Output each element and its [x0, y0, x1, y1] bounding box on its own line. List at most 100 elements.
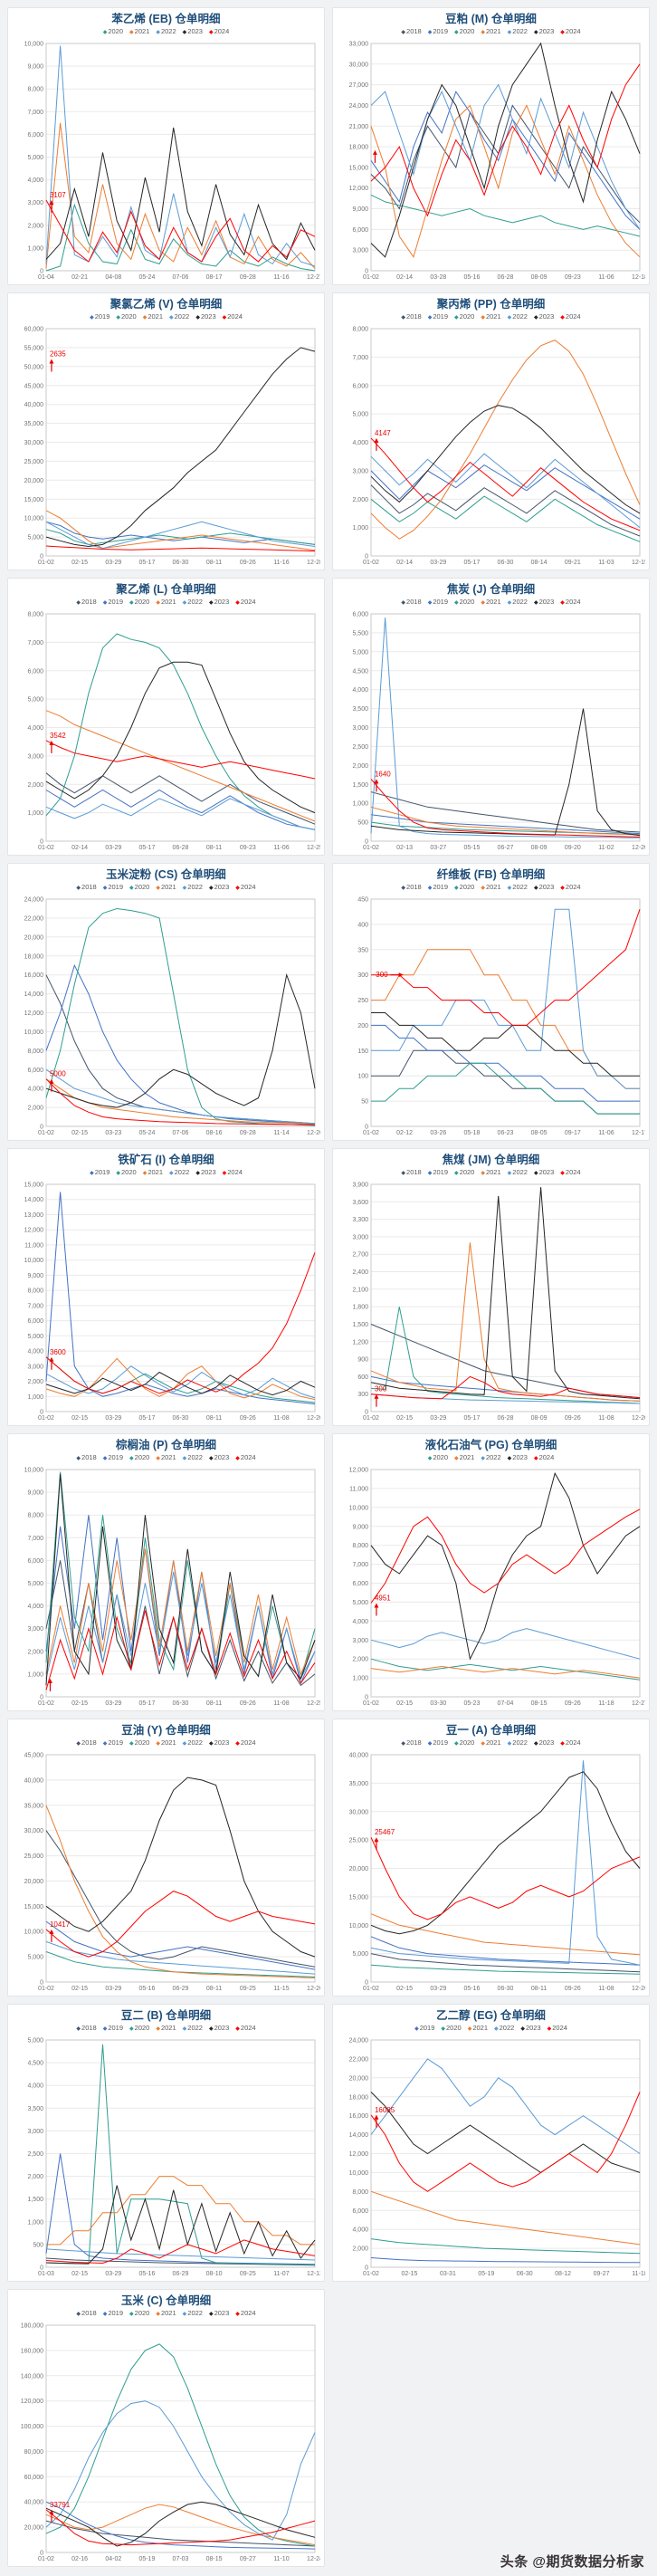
legend-marker-icon: ◆: [401, 1741, 406, 1747]
svg-text:09-28: 09-28: [240, 274, 256, 281]
svg-text:09-26: 09-26: [565, 1986, 581, 1992]
legend-marker-icon: ◆: [507, 315, 512, 321]
svg-text:15,000: 15,000: [349, 1894, 369, 1901]
legend-item: ◆2019: [427, 1168, 449, 1176]
legend-marker-icon: ◆: [129, 886, 134, 891]
svg-text:08-09: 08-09: [531, 274, 548, 281]
svg-text:06-28: 06-28: [173, 845, 189, 851]
legend-marker-icon: ◆: [90, 315, 94, 321]
svg-text:12-20: 12-20: [632, 1415, 645, 1422]
legend-item: ◆2022: [507, 883, 528, 891]
svg-text:2,500: 2,500: [27, 2151, 43, 2158]
legend-marker-icon: ◆: [401, 600, 406, 606]
chart-title: 豆油 (Y) 仓单明细: [121, 1724, 211, 1737]
svg-text:12-26: 12-26: [307, 1986, 320, 1992]
svg-text:35,000: 35,000: [24, 421, 44, 427]
svg-text:4,000: 4,000: [352, 2227, 368, 2234]
svg-text:5,000: 5,000: [352, 412, 368, 418]
svg-text:05-15: 05-15: [463, 845, 480, 851]
legend-item: ◆2018: [401, 27, 422, 35]
legend-marker-icon: ◆: [156, 2026, 160, 2032]
svg-text:0: 0: [40, 269, 43, 275]
legend-marker-icon: ◆: [208, 30, 214, 35]
svg-text:08-05: 08-05: [531, 1130, 548, 1136]
legend-marker-icon: ◆: [481, 1741, 485, 1747]
svg-text:24,000: 24,000: [349, 103, 369, 110]
legend-item: ◆2019: [427, 883, 449, 891]
svg-text:12,000: 12,000: [349, 186, 369, 192]
legend-marker-icon: ◆: [76, 886, 81, 891]
chart-legend: ◆2018 ◆2019 ◆2020 ◆2021 ◆2022 ◆2023 ◆2024: [12, 2024, 320, 2034]
svg-text:07-06: 07-06: [173, 274, 189, 281]
svg-text:16085: 16085: [375, 2106, 395, 2114]
svg-text:11-16: 11-16: [273, 560, 289, 566]
svg-text:2,000: 2,000: [27, 223, 43, 229]
svg-text:3,900: 3,900: [352, 1183, 368, 1189]
svg-text:03-26: 03-26: [430, 1130, 446, 1136]
svg-text:3,000: 3,000: [27, 2129, 43, 2135]
svg-text:9,000: 9,000: [352, 1524, 368, 1530]
legend-item: ◆2021: [156, 1453, 176, 1461]
svg-text:10,000: 10,000: [24, 42, 44, 48]
legend-marker-icon: ◆: [467, 2026, 472, 2032]
svg-text:25,000: 25,000: [349, 1838, 369, 1844]
legend-marker-icon: ◆: [156, 30, 160, 35]
svg-text:01-02: 01-02: [363, 1700, 379, 1707]
legend-item: ◆2024: [560, 1168, 581, 1176]
svg-text:12-27: 12-27: [307, 274, 320, 281]
svg-text:01-02: 01-02: [38, 845, 54, 851]
legend-item: ◆2020: [454, 312, 475, 321]
legend-item: ◆2023: [520, 2024, 541, 2032]
legend-marker-icon: ◆: [481, 600, 485, 606]
legend-item: ◆2024: [533, 1453, 555, 1461]
svg-text:09-27: 09-27: [594, 2271, 610, 2277]
legend-item: ◆2020: [129, 598, 150, 606]
svg-text:0: 0: [365, 1125, 368, 1131]
chart-title: 苯乙烯 (EB) 仓单明细: [111, 13, 221, 25]
legend-item: ◆2020: [129, 883, 150, 891]
legend-item: ◆2021: [454, 1453, 475, 1461]
legend-item: ◆2019: [90, 312, 110, 321]
svg-text:20,000: 20,000: [349, 1866, 369, 1872]
legend-marker-icon: ◆: [129, 1456, 134, 1461]
legend-item: ◆2023: [533, 883, 555, 891]
svg-text:2,000: 2,000: [27, 782, 43, 789]
svg-text:2,000: 2,000: [352, 497, 368, 503]
legend-marker-icon: ◆: [156, 600, 160, 606]
svg-text:2,000: 2,000: [352, 2246, 368, 2253]
legend-marker-icon: ◆: [507, 1171, 512, 1176]
legend-item: ◆2020: [454, 883, 475, 891]
svg-text:4,000: 4,000: [27, 725, 43, 732]
legend-marker-icon: ◆: [195, 1171, 200, 1176]
legend-item: ◆2024: [235, 2309, 256, 2317]
svg-text:60,000: 60,000: [24, 327, 44, 333]
legend-item: ◆2021: [467, 2024, 488, 2032]
legend-marker-icon: ◆: [156, 886, 160, 891]
svg-text:01-02: 01-02: [363, 560, 379, 566]
svg-text:5,000: 5,000: [27, 2038, 43, 2045]
legend-marker-icon: ◆: [102, 886, 108, 891]
svg-text:22,000: 22,000: [349, 2056, 369, 2063]
legend-marker-icon: ◆: [208, 600, 214, 606]
legend-marker-icon: ◆: [208, 886, 214, 891]
legend-marker-icon: ◆: [208, 2312, 214, 2317]
svg-text:5,000: 5,000: [27, 1334, 43, 1340]
chart-legend: ◆2018 ◆2019 ◆2020 ◆2021 ◆2022 ◆2023 ◆2024: [12, 1453, 320, 1463]
chart-legend: ◆2020 ◆2021 ◆2022 ◆2023 ◆2024: [337, 1453, 645, 1463]
legend-item: ◆2023: [533, 1738, 555, 1747]
legend-item: ◆2018: [76, 598, 97, 606]
svg-text:9,000: 9,000: [27, 1490, 43, 1497]
legend-marker-icon: ◆: [533, 600, 538, 606]
legend-item: ◆2023: [507, 1453, 528, 1461]
chart-plot: 0 1,000 2,000 3,000 4,000 5,000 6,000 7,000 8,00…: [24, 1183, 320, 1422]
svg-text:01-02: 01-02: [38, 1700, 54, 1707]
legend-item: ◆2019: [427, 598, 449, 606]
legend-marker-icon: ◆: [76, 1456, 81, 1461]
chart-card: 聚氯乙烯 (V) 仓单明细 ◆2019 ◆2020 ◆2021 ◆2022 ◆2023 ◆2…: [7, 292, 325, 570]
legend-marker-icon: ◆: [142, 1171, 148, 1176]
svg-text:11-10: 11-10: [273, 2556, 289, 2562]
legend-item: ◆2020: [454, 1168, 475, 1176]
legend-item: ◆2020: [129, 2309, 150, 2317]
legend-marker-icon: ◆: [547, 2026, 552, 2032]
chart-card: 棕榈油 (P) 仓单明细 ◆2018 ◆2019 ◆2020 ◆2021 ◆2022 ◆20…: [7, 1433, 325, 1711]
